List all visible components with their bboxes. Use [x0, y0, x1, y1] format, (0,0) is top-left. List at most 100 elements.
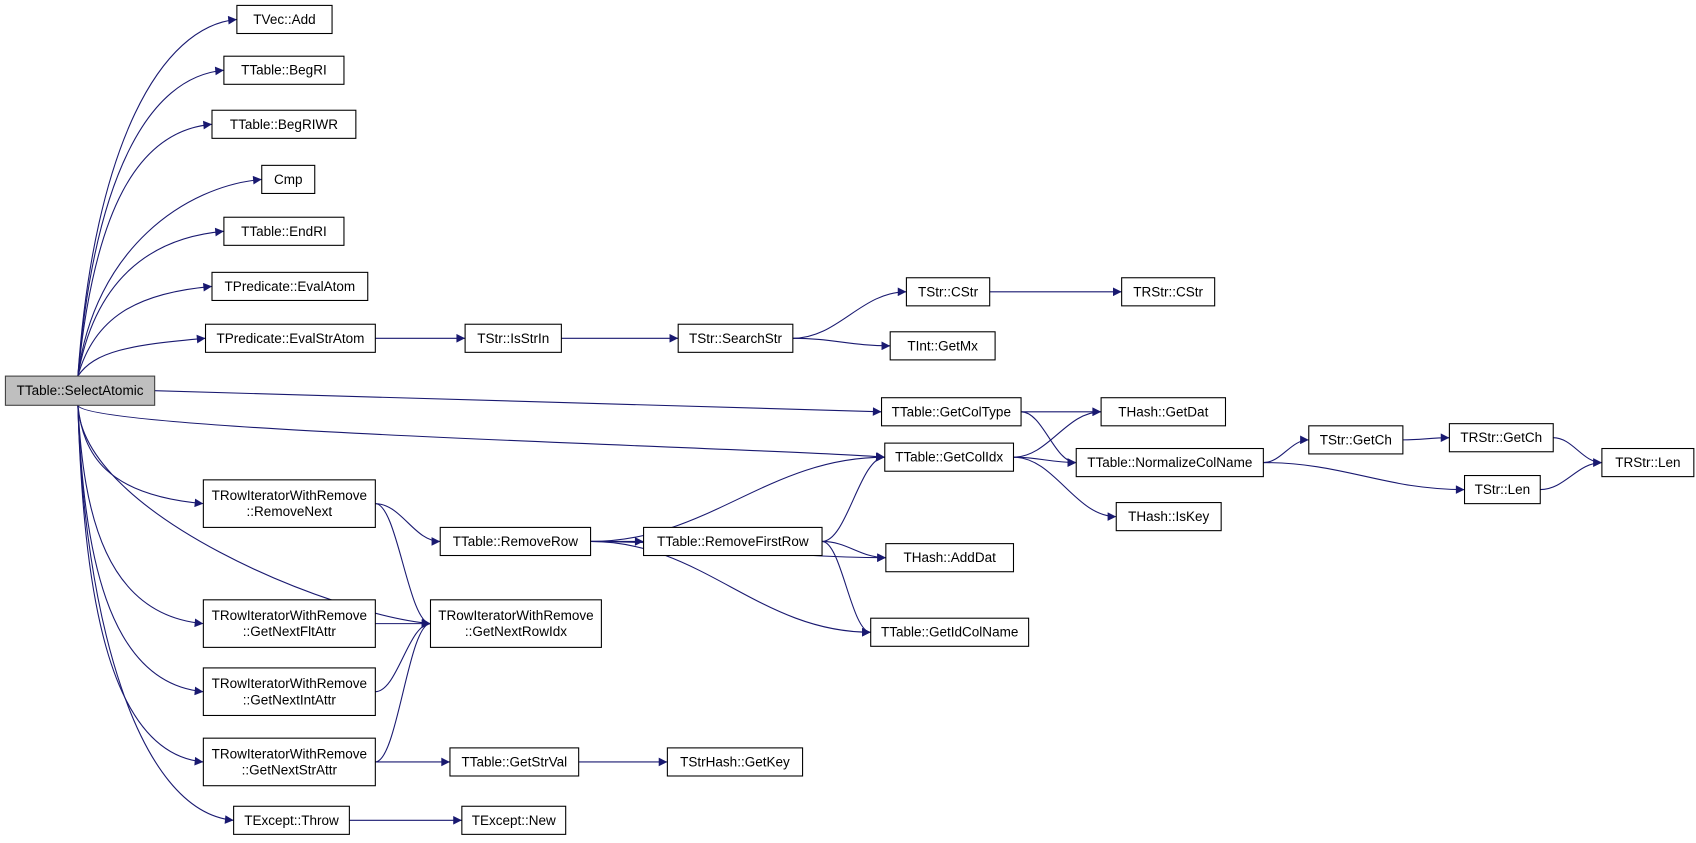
node-box [439, 526, 592, 557]
node-tpredicate-evalatom[interactable]: TPredicate::EvalAtom [211, 271, 369, 301]
node-box [464, 323, 562, 353]
nodes-layer: TTable::SelectAtomic TVec::AddTTable::Beg… [4, 4, 1695, 835]
node-ttable-begri[interactable]: TTable::BegRI [223, 55, 345, 85]
node-box [666, 747, 804, 777]
edge-tstr-len-to-trstr-len [1540, 458, 1602, 491]
edge-ttable-selectatomic-to-tpredicate-evalstratom [77, 334, 206, 377]
node-box [261, 164, 316, 194]
node-label: ::RemoveNext [247, 504, 333, 519]
node-label: TRowIteratorWithRemove [212, 608, 367, 623]
node-trstr-cstr[interactable]: TRStr::CStr [1121, 277, 1216, 307]
node-label: TStrHash::GetKey [680, 754, 790, 769]
node-trowiteratorwithremove-getnextstrattr[interactable]: TRowIteratorWithRemove::GetNextStrAttr [202, 737, 376, 787]
node-label: TPredicate::EvalAtom [225, 279, 356, 294]
node-trstr-getch[interactable]: TRStr::GetCh [1448, 423, 1554, 453]
node-trowiteratorwithremove-getnextfltattr[interactable]: TRowIteratorWithRemove::GetNextFltAttr [202, 599, 376, 648]
node-label: TRowIteratorWithRemove [212, 488, 367, 503]
edges-layer [77, 15, 1602, 825]
node-box [643, 526, 823, 557]
node-box [233, 805, 350, 835]
node-thash-adddat[interactable]: THash::AddDat [885, 543, 1015, 573]
edge-ttable-selectatomic-to-ttable-endri [77, 227, 224, 377]
node-box [884, 442, 1015, 472]
node-trowiteratorwithremove-getnextintattr[interactable]: TRowIteratorWithRemove::GetNextIntAttr [202, 667, 376, 717]
node-box [223, 216, 345, 246]
edge-ttable-getcoltype-to-ttable-normalizecolname [1021, 411, 1077, 467]
node-box [202, 667, 376, 717]
node-tstr-getch[interactable]: TStr::GetCh [1308, 425, 1404, 455]
node-label: TTable::NormalizeColName [1087, 455, 1252, 470]
node-trstr-len[interactable]: TRStr::Len [1601, 447, 1695, 478]
node-label: TTable::EndRI [241, 224, 327, 239]
node-tstrhash-getkey[interactable]: TStrHash::GetKey [666, 747, 804, 777]
node-trowiteratorwithremove-getnextrowidx[interactable]: TRowIteratorWithRemove::GetNextRowIdx [429, 599, 602, 648]
node-tvec-add[interactable]: TVec::Add [236, 4, 333, 35]
node-ttable-getidcolname[interactable]: TTable::GetIdColName [870, 617, 1030, 647]
node-label: TTable::GetIdColName [881, 625, 1018, 640]
node-tstr-isstrin[interactable]: TStr::IsStrIn [464, 323, 562, 353]
node-label: TRowIteratorWithRemove [438, 608, 593, 623]
node-box [870, 617, 1030, 647]
node-tpredicate-evalstratom[interactable]: TPredicate::EvalStrAtom [204, 323, 376, 353]
node-label: ::GetNextRowIdx [465, 624, 567, 639]
node-ttable-getstrval[interactable]: TTable::GetStrVal [449, 747, 580, 777]
edge-ttable-removefirstrow-to-thash-adddat [822, 540, 886, 562]
node-label: THash::AddDat [904, 550, 997, 565]
node-box [202, 599, 376, 648]
node-box [223, 55, 345, 85]
edge-ttable-selectatomic-to-ttable-begri [77, 66, 224, 377]
node-label: TStr::IsStrIn [477, 331, 549, 346]
node-box [449, 747, 580, 777]
node-label: THash::IsKey [1128, 509, 1209, 524]
node-label: TTable::GetStrVal [462, 754, 568, 769]
node-label: TPredicate::EvalStrAtom [216, 331, 364, 346]
node-box [211, 271, 369, 301]
node-ttable-removerow[interactable]: TTable::RemoveRow [439, 526, 592, 557]
node-box [202, 479, 376, 528]
edge-trowiteratorwithremove-removenext-to-trowiteratorwithremove-getnextrowidx [375, 503, 431, 628]
node-tint-getmx[interactable]: TInt::GetMx [889, 331, 996, 361]
node-label: TStr::Len [1475, 482, 1531, 497]
node-tstr-len[interactable]: TStr::Len [1463, 474, 1541, 505]
node-tstr-cstr[interactable]: TStr::CStr [905, 277, 991, 307]
node-thash-iskey[interactable]: THash::IsKey [1115, 502, 1222, 532]
node-texcept-new[interactable]: TExcept::New [461, 805, 567, 835]
node-label: TRStr::CStr [1133, 284, 1203, 299]
node-label: TTable::GetColIdx [895, 450, 1003, 465]
edge-ttable-selectatomic-to-tvec-add [77, 15, 237, 377]
node-box [1601, 447, 1695, 478]
node-thash-getdat[interactable]: THash::GetDat [1100, 397, 1227, 427]
node-box [461, 805, 567, 835]
node-ttable-selectatomic[interactable]: TTable::SelectAtomic [4, 375, 156, 406]
node-ttable-normalizecolname[interactable]: TTable::NormalizeColName [1075, 447, 1264, 478]
node-ttable-getcolidx[interactable]: TTable::GetColIdx [884, 442, 1015, 472]
node-ttable-removefirstrow[interactable]: TTable::RemoveFirstRow [643, 526, 823, 557]
node-trowiteratorwithremove-removenext[interactable]: TRowIteratorWithRemove::RemoveNext [202, 479, 376, 528]
edge-ttable-normalizecolname-to-tstr-len [1263, 462, 1465, 494]
node-box [1448, 423, 1554, 453]
node-label: TRowIteratorWithRemove [212, 676, 367, 691]
node-cmp[interactable]: Cmp [261, 164, 316, 194]
edge-tstr-searchstr-to-tint-getmx [792, 337, 891, 351]
node-tstr-searchstr[interactable]: TStr::SearchStr [677, 323, 794, 353]
edge-ttable-selectatomic-to-trowiteratorwithremove-getnextfltattr [77, 405, 204, 628]
node-ttable-endri[interactable]: TTable::EndRI [223, 216, 345, 246]
edge-ttable-removefirstrow-to-ttable-getcolidx [821, 452, 885, 543]
node-box [905, 277, 991, 307]
edge-ttable-removefirstrow-to-ttable-getidcolname [821, 540, 871, 637]
edge-ttable-selectatomic-to-ttable-getcolidx [77, 404, 885, 461]
node-box [1308, 425, 1404, 455]
edge-tstr-getch-to-trstr-getch [1402, 433, 1450, 443]
node-label: TExcept::New [472, 813, 556, 828]
node-label: TStr::SearchStr [689, 331, 783, 346]
node-ttable-getcoltype[interactable]: TTable::GetColType [880, 397, 1022, 427]
node-texcept-throw[interactable]: TExcept::Throw [233, 805, 350, 835]
node-label: ::GetNextIntAttr [243, 692, 337, 707]
edge-ttable-getcolidx-to-thash-iskey [1013, 456, 1117, 521]
node-ttable-begriwr[interactable]: TTable::BegRIWR [211, 109, 357, 139]
node-box [211, 109, 357, 139]
node-box [1463, 474, 1541, 505]
node-label: TStr::GetCh [1320, 432, 1392, 447]
node-box [204, 323, 376, 353]
